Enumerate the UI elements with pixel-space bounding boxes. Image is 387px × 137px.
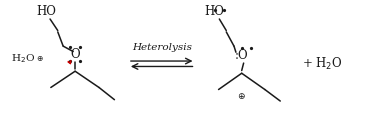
FancyArrowPatch shape	[68, 61, 71, 64]
Text: :O: :O	[235, 49, 248, 62]
Text: HO: HO	[205, 5, 224, 18]
Text: $\oplus$: $\oplus$	[237, 91, 246, 101]
Text: HO: HO	[36, 5, 56, 18]
Text: Heterolysis: Heterolysis	[132, 43, 192, 52]
Text: H$_2$O: H$_2$O	[12, 53, 36, 65]
Text: $\oplus$: $\oplus$	[36, 54, 43, 63]
Text: + H$_2$O: + H$_2$O	[302, 56, 343, 72]
Text: O: O	[70, 48, 80, 61]
